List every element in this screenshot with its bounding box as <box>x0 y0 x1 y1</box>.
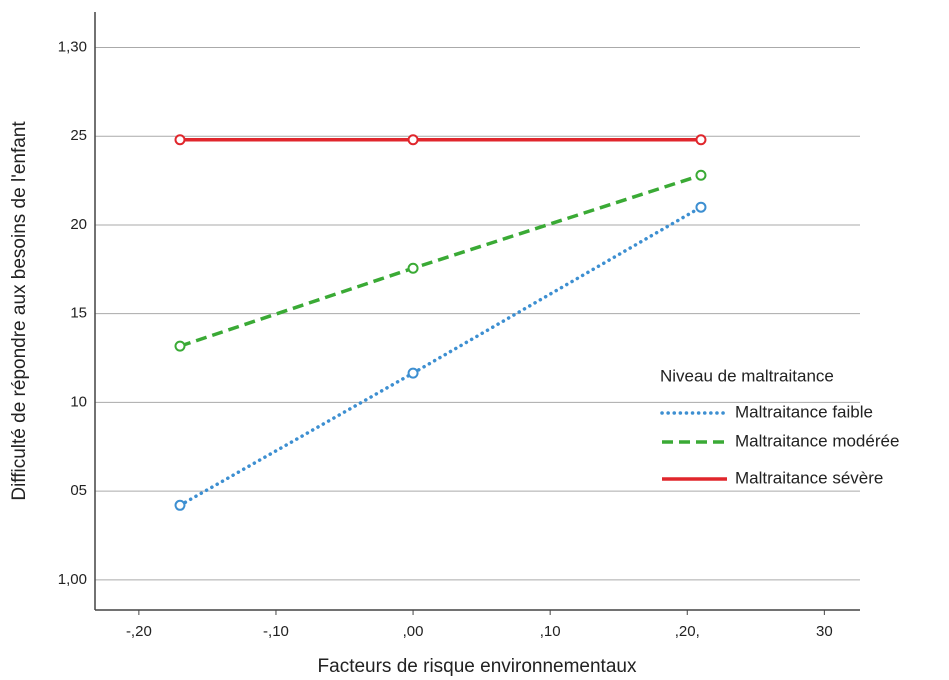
data-point <box>407 262 419 274</box>
legend-label: Maltraitance modérée <box>735 431 899 450</box>
y-tick-label: 1,00 <box>58 571 87 588</box>
data-point <box>174 340 186 352</box>
data-point <box>407 367 419 379</box>
y-axis-label: Difficulté de répondre aux besoins de l'… <box>9 121 30 501</box>
data-point <box>174 499 186 511</box>
x-tick-label: -,20 <box>126 623 152 640</box>
legend-title: Niveau de maltraitance <box>660 366 834 385</box>
data-point <box>695 134 707 146</box>
y-tick-label: 05 <box>70 482 87 499</box>
y-tick-label: 20 <box>70 216 87 233</box>
x-tick-label: 30 <box>816 623 833 640</box>
series-line <box>178 205 703 508</box>
x-axis-label: Facteurs de risque environnementaux <box>318 656 637 677</box>
series-line <box>179 173 702 348</box>
legend-label: Maltraitance faible <box>735 402 873 421</box>
data-point <box>407 134 419 146</box>
x-tick-label: ,00 <box>403 623 424 640</box>
x-tick-label: ,20, <box>675 623 700 640</box>
data-point <box>695 201 707 213</box>
x-tick-label: -,10 <box>263 623 289 640</box>
data-point <box>695 169 707 181</box>
x-tick-label: ,10 <box>540 623 561 640</box>
y-tick-label: 1,30 <box>58 38 87 55</box>
legend-label: Maltraitance sévère <box>735 468 883 487</box>
data-point <box>174 134 186 146</box>
y-tick-label: 10 <box>70 393 87 410</box>
y-tick-label: 25 <box>70 127 87 144</box>
y-tick-label: 15 <box>70 305 87 322</box>
